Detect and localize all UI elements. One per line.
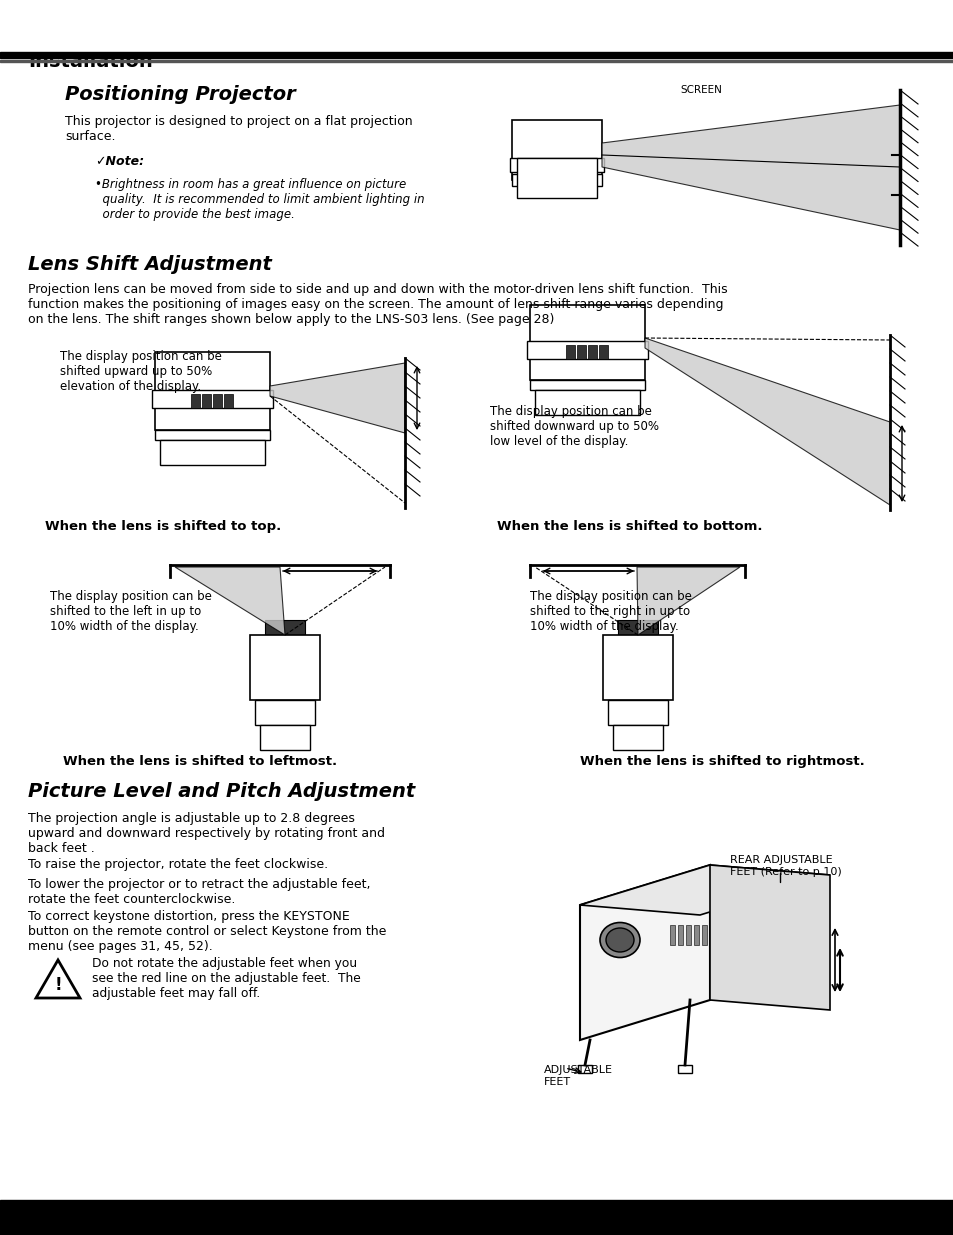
- Ellipse shape: [599, 923, 639, 957]
- Text: The display position can be
shifted downward up to 50%
low level of the display.: The display position can be shifted down…: [490, 405, 659, 448]
- Bar: [213, 394, 222, 408]
- Bar: [565, 345, 575, 359]
- Text: •Brightness in room has a great influence on picture
  quality.  It is recommend: •Brightness in room has a great influenc…: [95, 178, 424, 221]
- Polygon shape: [637, 567, 740, 635]
- Polygon shape: [579, 864, 829, 915]
- Bar: [618, 620, 658, 635]
- Bar: [544, 162, 555, 178]
- Bar: [701, 925, 706, 945]
- Bar: [160, 440, 265, 466]
- Bar: [558, 162, 567, 178]
- Text: Picture Level and Pitch Adjustment: Picture Level and Pitch Adjustment: [28, 782, 415, 802]
- Bar: [530, 305, 644, 380]
- Polygon shape: [644, 338, 889, 505]
- Text: ✓Note:: ✓Note:: [95, 156, 144, 168]
- Bar: [607, 700, 667, 725]
- Bar: [224, 394, 233, 408]
- Text: To correct keystone distortion, press the KEYSTONE
button on the remote control : To correct keystone distortion, press th…: [28, 910, 386, 953]
- Text: The projection angle is adjustable up to 2.8 degrees
upward and downward respect: The projection angle is adjustable up to…: [28, 811, 385, 855]
- Bar: [512, 174, 601, 186]
- Bar: [154, 430, 270, 440]
- Bar: [254, 700, 314, 725]
- Text: REAR ADJUSTABLE
FEET (Refer to p.10): REAR ADJUSTABLE FEET (Refer to p.10): [729, 855, 841, 877]
- Bar: [517, 158, 597, 198]
- Bar: [0, 52, 953, 58]
- Bar: [685, 925, 690, 945]
- Polygon shape: [601, 105, 899, 230]
- Bar: [613, 725, 662, 750]
- Bar: [152, 390, 273, 408]
- Bar: [602, 635, 672, 700]
- Text: Positioning Projector: Positioning Projector: [65, 85, 295, 104]
- Polygon shape: [36, 960, 80, 998]
- Text: Do not rotate the adjustable feet when you
see the red line on the adjustable fe: Do not rotate the adjustable feet when y…: [91, 957, 360, 1000]
- Polygon shape: [709, 864, 829, 1010]
- Bar: [191, 394, 200, 408]
- Polygon shape: [174, 567, 285, 635]
- Bar: [535, 390, 639, 415]
- Bar: [693, 925, 699, 945]
- Text: Installation: Installation: [28, 52, 152, 70]
- Bar: [512, 120, 601, 180]
- Bar: [571, 162, 580, 178]
- Bar: [669, 925, 675, 945]
- Text: The display position can be
shifted upward up to 50%
elevation of the display.: The display position can be shifted upwa…: [60, 350, 222, 393]
- Text: When the lens is shifted to leftmost.: When the lens is shifted to leftmost.: [63, 755, 336, 768]
- Text: When the lens is shifted to bottom.: When the lens is shifted to bottom.: [497, 520, 762, 534]
- Text: 18: 18: [28, 1221, 53, 1235]
- Bar: [530, 380, 644, 390]
- Bar: [678, 925, 682, 945]
- Polygon shape: [270, 363, 405, 433]
- Text: To raise the projector, rotate the feet clockwise.: To raise the projector, rotate the feet …: [28, 858, 328, 871]
- Bar: [250, 635, 319, 700]
- Bar: [577, 345, 585, 359]
- Text: SCREEN: SCREEN: [679, 85, 721, 95]
- Text: ADJUSTABLE
FEET: ADJUSTABLE FEET: [543, 1065, 613, 1087]
- Ellipse shape: [605, 927, 634, 952]
- Bar: [678, 1065, 691, 1073]
- Bar: [510, 158, 603, 172]
- Bar: [0, 61, 953, 62]
- Text: This projector is designed to project on a flat projection
surface.: This projector is designed to project on…: [65, 115, 413, 143]
- Text: When the lens is shifted to rightmost.: When the lens is shifted to rightmost.: [579, 755, 863, 768]
- Bar: [0, 1200, 953, 1235]
- Bar: [587, 345, 597, 359]
- Text: Lens Shift Adjustment: Lens Shift Adjustment: [28, 254, 272, 274]
- Text: To lower the projector or to retract the adjustable feet,
rotate the feet counte: To lower the projector or to retract the…: [28, 878, 370, 906]
- Bar: [532, 162, 541, 178]
- Text: The display position can be
shifted to the left in up to
10% width of the displa: The display position can be shifted to t…: [50, 590, 212, 634]
- Text: The display position can be
shifted to the right in up to
10% width of the displ: The display position can be shifted to t…: [530, 590, 691, 634]
- Bar: [260, 725, 310, 750]
- Bar: [265, 620, 305, 635]
- Text: Projection lens can be moved from side to side and up and down with the motor-dr: Projection lens can be moved from side t…: [28, 283, 727, 326]
- Polygon shape: [579, 864, 709, 1040]
- Bar: [154, 352, 270, 430]
- Bar: [526, 341, 647, 359]
- Bar: [598, 345, 607, 359]
- Text: When the lens is shifted to top.: When the lens is shifted to top.: [45, 520, 281, 534]
- Bar: [578, 1065, 592, 1073]
- Text: !: !: [54, 976, 62, 994]
- Bar: [202, 394, 211, 408]
